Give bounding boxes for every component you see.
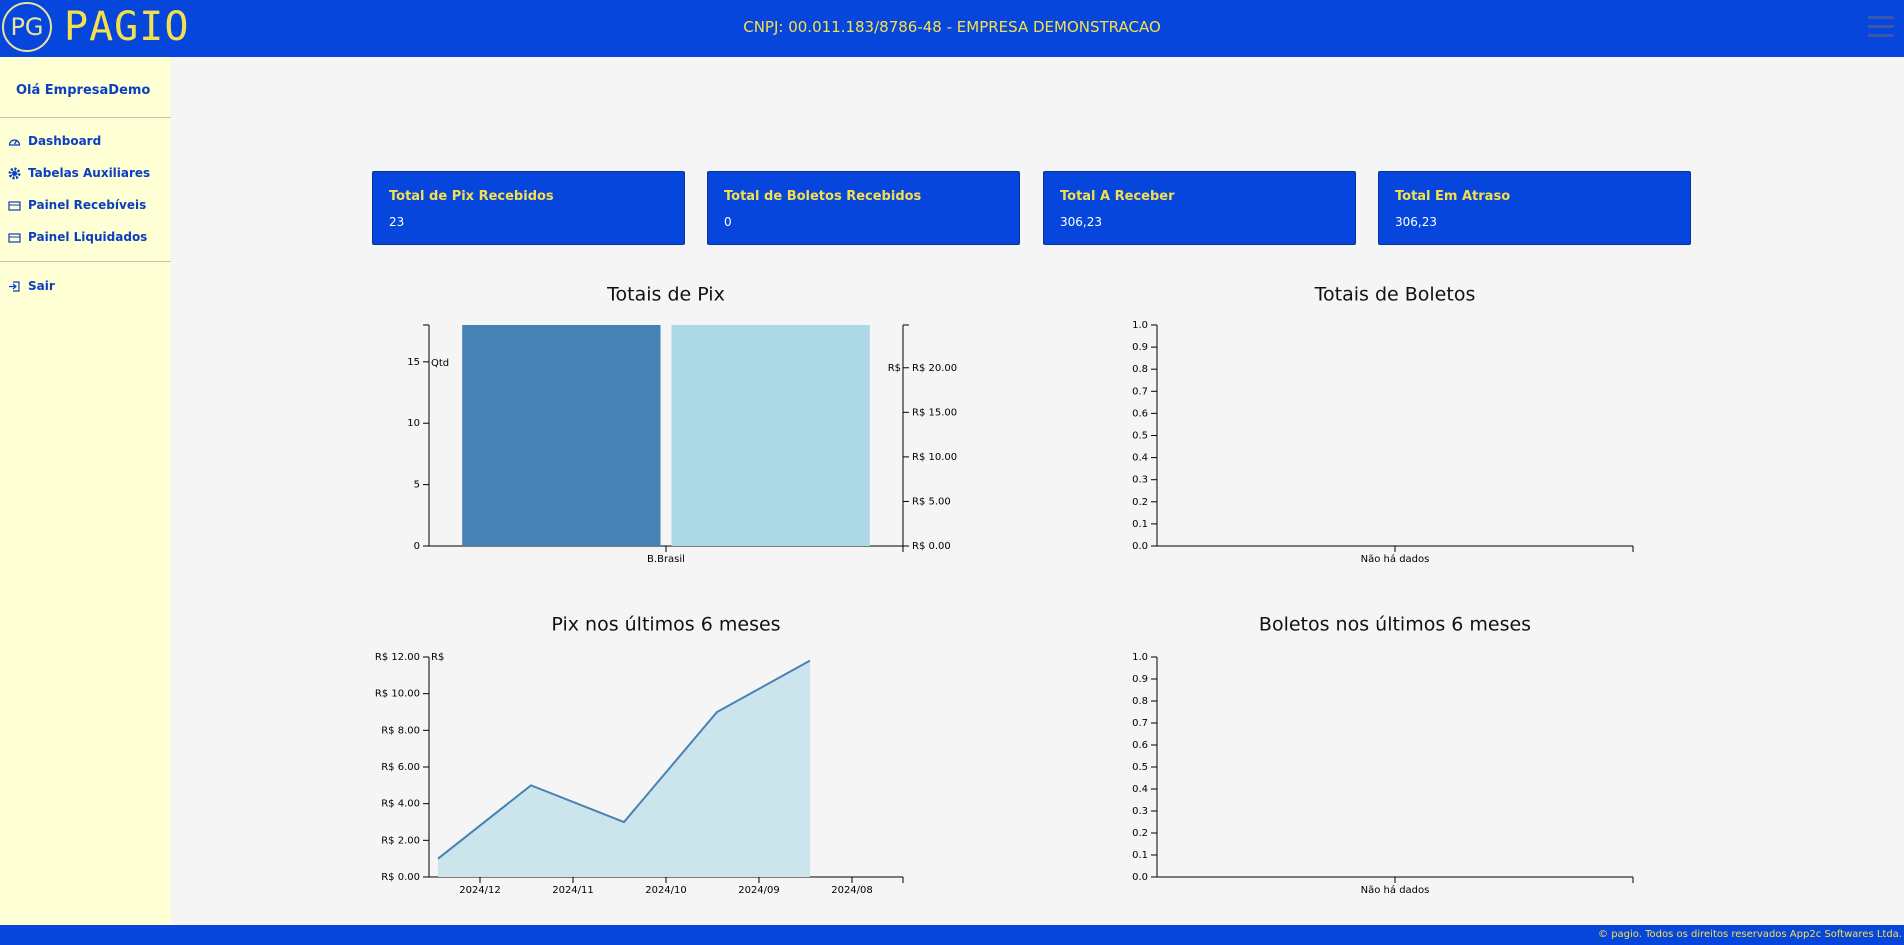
y-tick-label: 0 <box>414 541 420 552</box>
menu-item[interactable]: Painel Liquidados <box>8 230 147 244</box>
area <box>438 660 810 877</box>
y-tick-label: 5 <box>414 480 420 491</box>
chart-title: Pix nos últimos 6 meses <box>551 614 780 636</box>
menu-button[interactable] <box>1868 16 1894 43</box>
card-value: 306,23 <box>1060 215 1102 229</box>
menu-item[interactable]: Dashboard <box>8 134 101 148</box>
x-tick-label: 2024/10 <box>645 885 687 896</box>
y-tick-label: 0.3 <box>1132 806 1148 817</box>
chart-title: Totais de Boletos <box>1314 284 1476 306</box>
summary-card: Total de Pix Recebidos 23 <box>372 171 685 245</box>
company: CNPJ: 00.011.183/8786-48 - EMPRESA DEMON… <box>743 18 1161 36</box>
x-tick-label: B.Brasil <box>647 554 685 565</box>
y2-tick-label: R$ 10.00 <box>912 452 957 463</box>
y-tick-label: R$ 6.00 <box>381 762 420 773</box>
axis-label: R$ <box>888 363 901 374</box>
y-tick-label: 1.0 <box>1132 320 1148 331</box>
summary-card: Total Em Atraso 306,23 <box>1378 171 1691 245</box>
x-tick-label: 2024/09 <box>738 885 780 896</box>
axis-label: Qtd <box>431 358 449 369</box>
y-tick-label: 0.3 <box>1132 475 1148 486</box>
y-tick-label: 0.2 <box>1132 828 1148 839</box>
menu-item[interactable]: Painel Recebíveis <box>8 198 146 212</box>
logo[interactable]: PAGIO <box>64 4 190 50</box>
chart-title: Totais de Pix <box>606 284 725 306</box>
bar <box>462 325 661 546</box>
y-tick-label: 0.5 <box>1132 431 1148 442</box>
y-tick-label: R$ 8.00 <box>381 725 420 736</box>
card-value: 0 <box>724 215 732 229</box>
card-title: Total A Receber <box>1060 189 1175 204</box>
greeting: Olá EmpresaDemo <box>16 83 151 98</box>
y-tick-label: 10 <box>407 418 420 429</box>
y-tick-label: 0.1 <box>1132 850 1148 861</box>
y-tick-label: 0.7 <box>1132 386 1148 397</box>
card-title: Total Em Atraso <box>1395 189 1511 204</box>
menu-label[interactable]: Painel Recebíveis <box>28 198 147 212</box>
logout-label[interactable]: Sair <box>28 279 55 293</box>
x-tick-label: 2024/11 <box>552 885 594 896</box>
line <box>437 659 811 860</box>
x-tick-label: Não há dados <box>1361 553 1430 565</box>
bar <box>671 325 870 546</box>
y2-tick-label: R$ 20.00 <box>912 363 957 374</box>
y-tick-label: 0.0 <box>1132 541 1148 552</box>
footer: © pagio. Todos os direitos reservados Ap… <box>0 925 1904 945</box>
y-tick-label: 0.7 <box>1132 718 1148 729</box>
logout[interactable]: Sair <box>8 279 55 293</box>
header: PG PAGIO CNPJ: 00.011.183/8786-48 - EMPR… <box>0 0 1904 57</box>
separator <box>0 261 171 262</box>
y-tick-label: 0.5 <box>1132 762 1148 773</box>
y-tick-label: 0.9 <box>1132 674 1148 685</box>
x-tick-label: 2024/08 <box>831 885 873 896</box>
y-tick-label: R$ 4.00 <box>381 799 420 810</box>
separator <box>0 117 171 118</box>
card-value: 23 <box>389 215 405 229</box>
card-title: Total de Pix Recebidos <box>389 189 554 204</box>
menu-label[interactable]: Dashboard <box>28 134 102 148</box>
y-tick-label: 15 <box>407 357 420 368</box>
y-tick-label: 0.1 <box>1132 519 1148 530</box>
y-tick-label: 0.0 <box>1132 872 1148 883</box>
y-tick-label: 0.6 <box>1132 740 1148 751</box>
y-tick-label: R$ 2.00 <box>381 835 420 846</box>
charts: Totais de Pix 0 5 10 15 R$ 0.00 R$ 5.00 R$ 10.0… <box>375 284 1634 896</box>
y-tick-label: 0.9 <box>1132 342 1148 353</box>
y-tick-label: R$ 10.00 <box>375 689 420 700</box>
chart-title: Boletos nos últimos 6 meses <box>1259 614 1531 636</box>
summary-card: Total A Receber 306,23 <box>1043 171 1356 245</box>
y2-tick-label: R$ 15.00 <box>912 407 957 418</box>
y2-tick-label: R$ 0.00 <box>912 541 951 552</box>
y-tick-label: 0.2 <box>1132 497 1148 508</box>
x-tick-label: Não há dados <box>1361 884 1430 896</box>
x-tick-label: 2024/12 <box>459 885 501 896</box>
card-title: Total de Boletos Recebidos <box>724 189 922 204</box>
sidebar: Olá EmpresaDemo Dashboard Tabelas Auxili… <box>0 57 171 925</box>
axis-label: R$ <box>431 652 444 663</box>
y-tick-label: 0.8 <box>1132 696 1148 707</box>
y-tick-label: 0.4 <box>1132 453 1148 464</box>
footer-text: © pagio. Todos os direitos reservados Ap… <box>1598 929 1902 940</box>
menu-item[interactable]: Tabelas Auxiliares <box>8 166 150 180</box>
card-value: 306,23 <box>1395 215 1437 229</box>
y-tick-label: 0.6 <box>1132 408 1148 419</box>
y-tick-label: R$ 0.00 <box>381 872 420 883</box>
y-tick-label: 0.8 <box>1132 364 1148 375</box>
y-tick-label: 1.0 <box>1132 652 1148 663</box>
logo-initials[interactable]: PG <box>2 2 52 52</box>
menu-label[interactable]: Tabelas Auxiliares <box>28 166 151 180</box>
bars <box>462 325 870 546</box>
y-tick-label: R$ 12.00 <box>375 652 420 663</box>
summary-card: Total de Boletos Recebidos 0 <box>707 171 1020 245</box>
y-tick-label: 0.4 <box>1132 784 1148 795</box>
y2-tick-label: R$ 5.00 <box>912 496 951 507</box>
menu-label[interactable]: Painel Liquidados <box>28 230 148 244</box>
